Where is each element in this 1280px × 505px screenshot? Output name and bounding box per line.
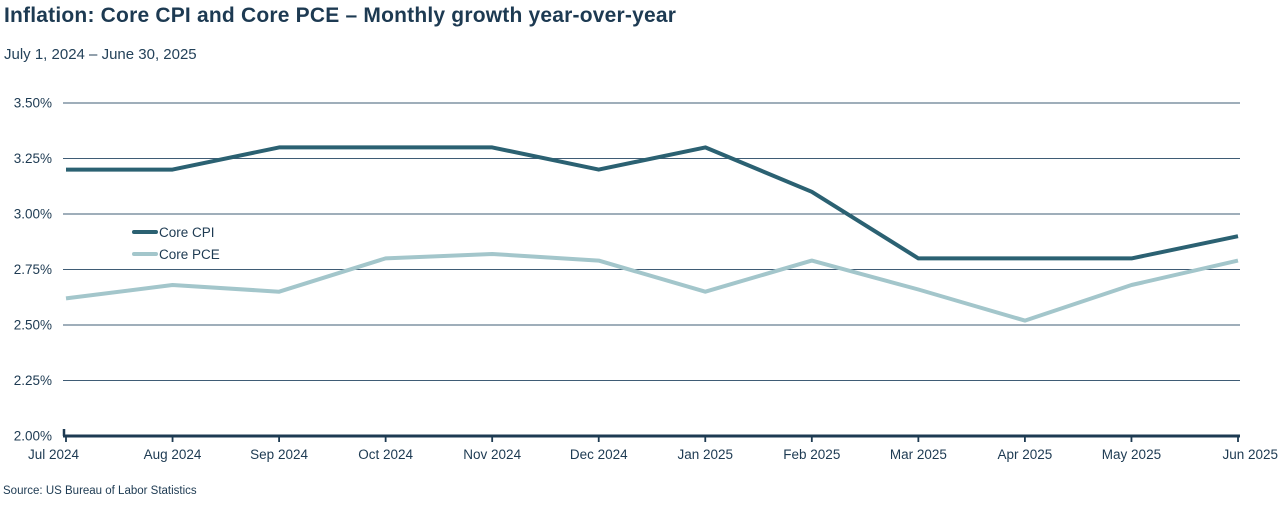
y-axis-label: 3.00% bbox=[14, 207, 52, 222]
y-axis-label: 3.25% bbox=[14, 151, 52, 166]
y-axis-label: 2.00% bbox=[14, 429, 52, 444]
legend-label-core-pce: Core PCE bbox=[159, 246, 220, 262]
x-axis-label: Sep 2024 bbox=[250, 447, 308, 462]
y-axis-label: 2.25% bbox=[14, 373, 52, 388]
x-axis-label: May 2025 bbox=[1102, 447, 1161, 462]
page-title: Inflation: Core CPI and Core PCE – Month… bbox=[4, 4, 677, 27]
source-note: Source: US Bureau of Labor Statistics bbox=[3, 485, 197, 497]
x-axis-label: Oct 2024 bbox=[358, 447, 413, 462]
legend-label-core-cpi: Core CPI bbox=[159, 224, 215, 240]
series-line-core-pce bbox=[65, 252, 1239, 323]
series-line-core-cpi bbox=[66, 145, 1239, 261]
legend-swatch-core-pce bbox=[132, 252, 158, 256]
x-axis-label: Mar 2025 bbox=[890, 447, 947, 462]
x-axis-label: Jun 2025 bbox=[1222, 447, 1278, 462]
legend-item-core-pce: Core PCE bbox=[132, 243, 220, 265]
x-axis-label: Jul 2024 bbox=[28, 447, 80, 462]
x-axis-label: Jan 2025 bbox=[677, 447, 733, 462]
legend-item-core-cpi: Core CPI bbox=[132, 221, 220, 243]
x-axis-label: Aug 2024 bbox=[144, 447, 202, 462]
y-axis-label: 2.50% bbox=[14, 318, 52, 333]
line-chart: 3.50% 3.25% 3.00% 2.75% 2.50% 2.25% 2.00% Jul 2… bbox=[14, 96, 1278, 463]
x-axis-label: Nov 2024 bbox=[463, 447, 521, 462]
x-axis-label: Feb 2025 bbox=[783, 447, 840, 462]
y-axis-label: 2.75% bbox=[14, 262, 52, 277]
x-axis-label: Apr 2025 bbox=[998, 447, 1053, 462]
x-axis-label: Dec 2024 bbox=[570, 447, 628, 462]
legend: Core CPI Core PCE bbox=[132, 221, 220, 265]
legend-swatch-core-cpi bbox=[132, 230, 158, 234]
y-axis-label: 3.50% bbox=[14, 96, 52, 111]
page-subtitle: July 1, 2024 – June 30, 2025 bbox=[4, 46, 197, 63]
